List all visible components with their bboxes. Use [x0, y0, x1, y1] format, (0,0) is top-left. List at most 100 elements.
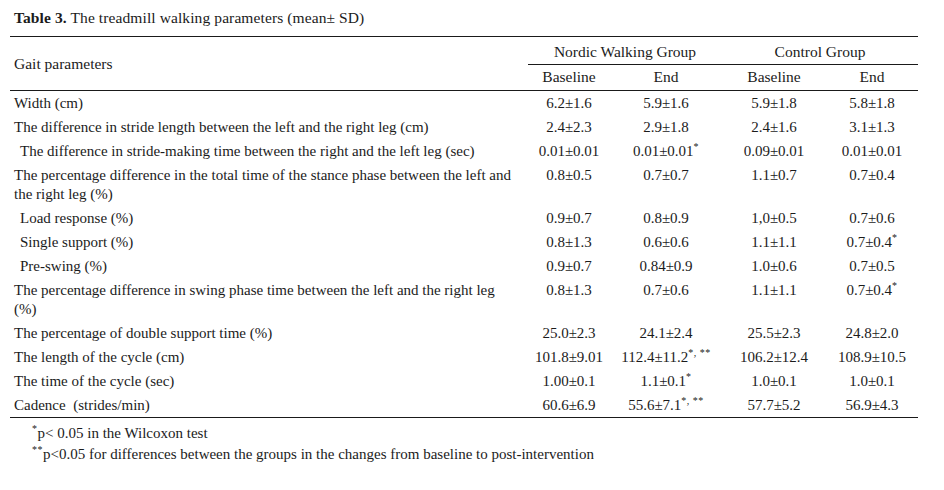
double-asterisk-marker: **: [32, 444, 43, 455]
cell-value: 0.8±0.9: [610, 206, 722, 230]
cell-text: 0.7±0.4: [846, 234, 892, 250]
cell-text: 1.00±0.1: [542, 373, 595, 389]
table-row: The percentage difference in swing phase…: [10, 278, 918, 321]
table-header: Gait parameters Nordic Walking Group Con…: [10, 37, 918, 91]
row-label: Width (cm): [10, 91, 528, 116]
cell-value: 2.9±1.8: [610, 115, 722, 139]
cell-text: 106.2±12.4: [740, 349, 808, 365]
cell-value: 0.7±0.6: [610, 278, 722, 321]
row-label: The difference in stride-making time bet…: [10, 139, 528, 163]
group-header-nordic-walking: Nordic Walking Group: [528, 37, 722, 65]
cell-value: 2.4±2.3: [528, 115, 610, 139]
cell-text: 1.0±0.1: [849, 373, 895, 389]
cell-value: 56.9±4.3: [826, 393, 918, 418]
cell-text: 25.5±2.3: [747, 325, 800, 341]
cell-value: 0.6±0.6: [610, 230, 722, 254]
cell-value: 0.84±0.9: [610, 254, 722, 278]
cell-value: 0.7±0.4*: [826, 230, 918, 254]
row-label: Cadence (strides/min): [10, 393, 528, 418]
cell-value: 0.8±1.3: [528, 278, 610, 321]
cell-text: 0.7±0.7: [643, 167, 689, 183]
cell-text: 3.1±1.3: [849, 119, 895, 135]
cell-text: 24.8±2.0: [845, 325, 898, 341]
cell-value: 1.0±0.1: [826, 369, 918, 393]
cell-text: 1.0±0.1: [751, 373, 797, 389]
gait-parameters-table: Gait parameters Nordic Walking Group Con…: [10, 36, 918, 418]
cell-text: 5.9±1.6: [643, 95, 689, 111]
table-row: The difference in stride length between …: [10, 115, 918, 139]
cell-value: 0.9±0.7: [528, 206, 610, 230]
row-label: The percentage of double support time (%…: [10, 321, 528, 345]
row-label: The length of the cycle (cm): [10, 345, 528, 369]
cell-value: 0.7±0.6: [826, 206, 918, 230]
cell-text: 56.9±4.3: [845, 397, 898, 413]
cell-value: 55.6±7.1*, **: [610, 393, 722, 418]
significance-marker: *: [892, 280, 898, 291]
table-row: The percentage difference in the total t…: [10, 163, 918, 206]
cell-value: 0.7±0.4: [826, 163, 918, 206]
cell-text: 0.8±1.3: [546, 234, 592, 250]
table-title-text: The treadmill walking parameters (mean± …: [67, 9, 365, 26]
cell-value: 57.7±5.2: [722, 393, 826, 418]
cell-text: 0.9±0.7: [546, 210, 592, 226]
cell-value: 0.7±0.5: [826, 254, 918, 278]
cell-text: 0.6±0.6: [643, 234, 689, 250]
cell-value: 108.9±10.5: [826, 345, 918, 369]
table-row: Load response (%) 0.9±0.7 0.8±0.9 1,0±0.5 0.…: [10, 206, 918, 230]
cell-text: 2.4±2.3: [546, 119, 592, 135]
cell-value: 1.0±0.1: [722, 369, 826, 393]
cell-value: 0.8±0.5: [528, 163, 610, 206]
row-label: Pre-swing (%): [10, 254, 528, 278]
row-label: Load response (%): [10, 206, 528, 230]
cell-value: 0.7±0.7: [610, 163, 722, 206]
column-header-baseline-nordic: Baseline: [528, 65, 610, 91]
cell-value: 1.1±0.7: [722, 163, 826, 206]
cell-text: 0.8±1.3: [546, 282, 592, 298]
cell-text: 1.1±1.1: [751, 282, 797, 298]
group-header-control: Control Group: [722, 37, 918, 65]
cell-text: 0.9±0.7: [546, 258, 592, 274]
cell-text: 25.0±2.3: [542, 325, 595, 341]
cell-text: 1.1±0.1: [640, 373, 686, 389]
cell-value: 0.7±0.4*: [826, 278, 918, 321]
cell-text: 60.6±6.9: [542, 397, 595, 413]
cell-text: 0.01±0.01: [842, 143, 903, 159]
cell-value: 6.2±1.6: [528, 91, 610, 116]
cell-text: 0.7±0.6: [643, 282, 689, 298]
column-header-baseline-control: Baseline: [722, 65, 826, 91]
cell-text: 0.84±0.9: [639, 258, 692, 274]
cell-value: 24.1±2.4: [610, 321, 722, 345]
cell-value: 60.6±6.9: [528, 393, 610, 418]
row-label: The percentage difference in the total t…: [10, 163, 528, 206]
column-header-end-nordic: End: [610, 65, 722, 91]
cell-value: 112.4±11.2*, **: [610, 345, 722, 369]
cell-value: 1.00±0.1: [528, 369, 610, 393]
cell-text: 0.8±0.9: [643, 210, 689, 226]
cell-value: 0.9±0.7: [528, 254, 610, 278]
cell-value: 0.01±0.01: [826, 139, 918, 163]
row-label: The time of the cycle (sec): [10, 369, 528, 393]
cell-text: 0.01±0.01: [539, 143, 600, 159]
cell-value: 1,0±0.5: [722, 206, 826, 230]
group-header-row: Gait parameters Nordic Walking Group Con…: [10, 37, 918, 65]
significance-marker: *: [686, 371, 692, 382]
document-page: Table 3. The treadmill walking parameter…: [0, 0, 944, 490]
table-number: Table 3.: [14, 9, 67, 26]
cell-text: 0.7±0.4: [846, 282, 892, 298]
footnote-between-groups: **p<0.05 for differences between the gro…: [32, 444, 944, 465]
cell-value: 3.1±1.3: [826, 115, 918, 139]
cell-value: 1.1±0.1*: [610, 369, 722, 393]
footnotes: *p< 0.05 in the Wilcoxon test **p<0.05 f…: [32, 423, 944, 465]
cell-text: 5.8±1.8: [849, 95, 895, 111]
table-row: Pre-swing (%) 0.9±0.7 0.84±0.9 1.0±0.6 0.7±0…: [10, 254, 918, 278]
cell-value: 25.5±2.3: [722, 321, 826, 345]
footnote-text: p<0.05 for differences between the group…: [43, 446, 594, 462]
cell-text: 1.0±0.6: [751, 258, 797, 274]
table-row: The length of the cycle (cm)101.8±9.0111…: [10, 345, 918, 369]
cell-text: 0.7±0.5: [849, 258, 895, 274]
table-body: Width (cm)6.2±1.65.9±1.65.9±1.85.8±1.8Th…: [10, 91, 918, 418]
cell-text: 0.7±0.6: [849, 210, 895, 226]
cell-value: 0.8±1.3: [528, 230, 610, 254]
table-row: Cadence (strides/min) 60.6±6.9 55.6±7.1*, …: [10, 393, 918, 418]
cell-text: 0.7±0.4: [849, 167, 895, 183]
